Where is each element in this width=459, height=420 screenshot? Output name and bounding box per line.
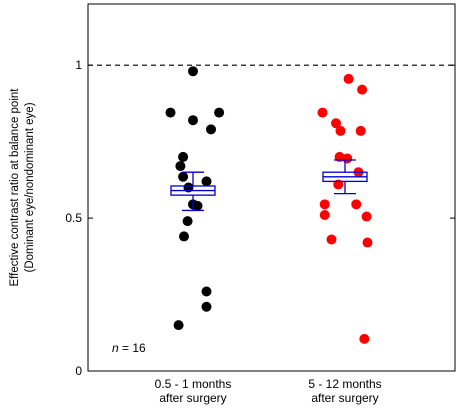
x-category-label: after surgery	[311, 391, 378, 405]
data-point	[201, 301, 212, 312]
mean-sem-marker	[322, 159, 368, 195]
data-point	[178, 171, 189, 182]
y-axis-label: Effective contrast ratio at balance poin…	[9, 88, 36, 287]
data-point	[362, 237, 373, 248]
data-point	[335, 125, 346, 136]
data-point	[175, 161, 186, 172]
data-point	[173, 320, 184, 331]
data-point	[179, 231, 189, 242]
data-point	[359, 333, 370, 344]
data-point	[201, 176, 212, 187]
data-point	[192, 200, 203, 211]
data-points	[165, 66, 373, 344]
y-tick-label: 1	[75, 58, 82, 72]
sample-size-annotation: n = 16	[112, 341, 146, 355]
data-point	[343, 73, 354, 84]
data-point	[326, 234, 337, 245]
mean-sem-markers	[170, 159, 368, 212]
data-point	[331, 118, 341, 129]
data-point	[361, 211, 372, 222]
y-axis-label-line: (Dominant eye/nondominant eye)	[24, 102, 36, 272]
data-point	[188, 115, 198, 126]
data-point	[355, 125, 366, 136]
x-category-label: after surgery	[159, 391, 226, 405]
x-category-label: 5 - 12 months	[308, 377, 381, 391]
data-point	[319, 199, 330, 210]
data-point	[357, 84, 368, 95]
y-tick-label: 0	[75, 364, 82, 378]
y-tick-label: 0.5	[65, 211, 82, 225]
data-point	[319, 210, 330, 221]
data-point	[178, 151, 189, 162]
data-point	[351, 199, 362, 210]
data-point	[182, 216, 193, 227]
data-point	[317, 107, 328, 118]
y-axis-label-line: Effective contrast ratio at balance poin…	[9, 88, 21, 287]
data-point	[201, 286, 212, 297]
data-point	[342, 153, 353, 164]
data-point	[206, 124, 216, 135]
data-point	[188, 66, 198, 77]
plot-frame	[87, 3, 456, 372]
data-point	[214, 107, 225, 118]
mean-sem-marker	[170, 171, 216, 212]
y-axis: 00.51	[65, 58, 455, 378]
x-category-label: 0.5 - 1 months	[155, 377, 232, 391]
data-point	[165, 107, 176, 118]
